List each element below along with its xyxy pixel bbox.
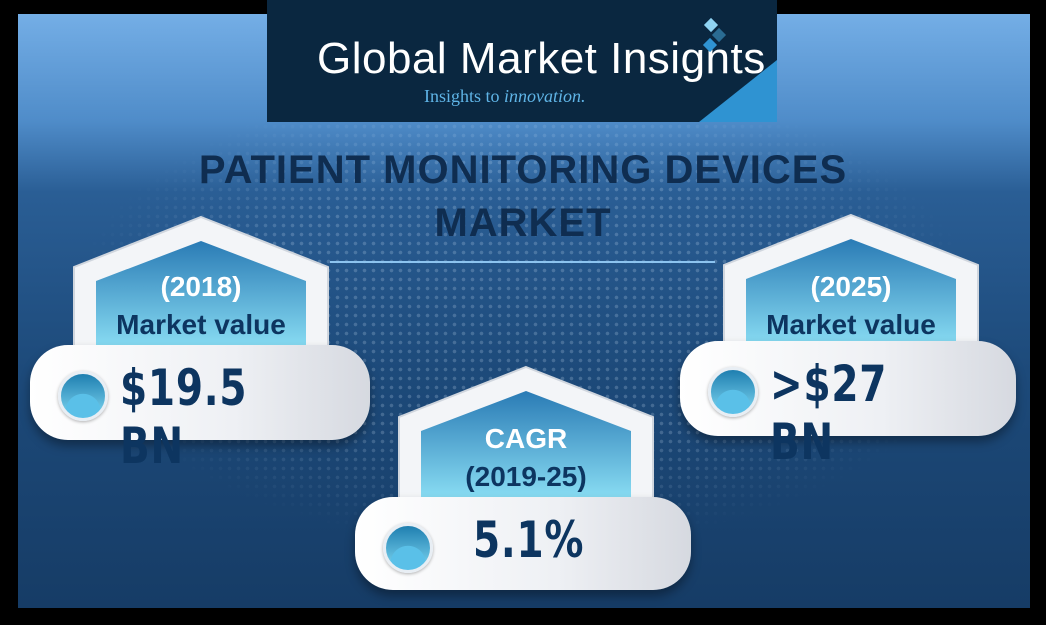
card-value: $19.5 BN <box>120 359 248 475</box>
card-year: (2018) <box>160 271 242 302</box>
house-frame <box>723 213 979 353</box>
page-title-line1: PATIENT MONITORING DEVICES <box>198 148 848 192</box>
wave-circle-icon <box>58 371 108 421</box>
stat-card-2018: (2018) Market value $19.5 BN <box>30 215 370 475</box>
page-title-line2: MARKET <box>434 201 612 245</box>
title-divider <box>330 261 715 263</box>
tagline-text: Insights to <box>424 86 505 106</box>
value-pill: >$27 BN <box>680 341 1016 471</box>
logo-banner: Global Market Insights Insights to innov… <box>267 0 777 122</box>
logo-name: Global Market Insights <box>317 34 766 83</box>
stat-card-cagr: CAGR (2019-25) 5.1% <box>355 365 691 595</box>
wave-circle-icon <box>708 367 758 417</box>
wave-circle-icon <box>383 523 433 573</box>
value-pill: $19.5 BN <box>30 345 370 475</box>
card-value: >$27 BN <box>770 355 888 471</box>
value-pill: 5.1% <box>355 497 691 590</box>
card-value: 5.1% <box>473 511 585 569</box>
card-label: CAGR <box>484 423 568 454</box>
tagline-italic: innovation. <box>504 86 586 106</box>
card-label: Market value <box>116 309 286 340</box>
logo-corner-triangle <box>699 60 777 122</box>
stat-card-2025: (2025) Market value >$27 BN <box>680 213 1016 471</box>
house-frame <box>73 215 329 355</box>
card-period: (2019-25) <box>465 461 587 492</box>
logo-tagline: Insights to innovation. <box>424 86 586 107</box>
card-label: Market value <box>766 309 936 340</box>
house-frame <box>398 365 654 505</box>
card-year: (2025) <box>810 271 892 302</box>
